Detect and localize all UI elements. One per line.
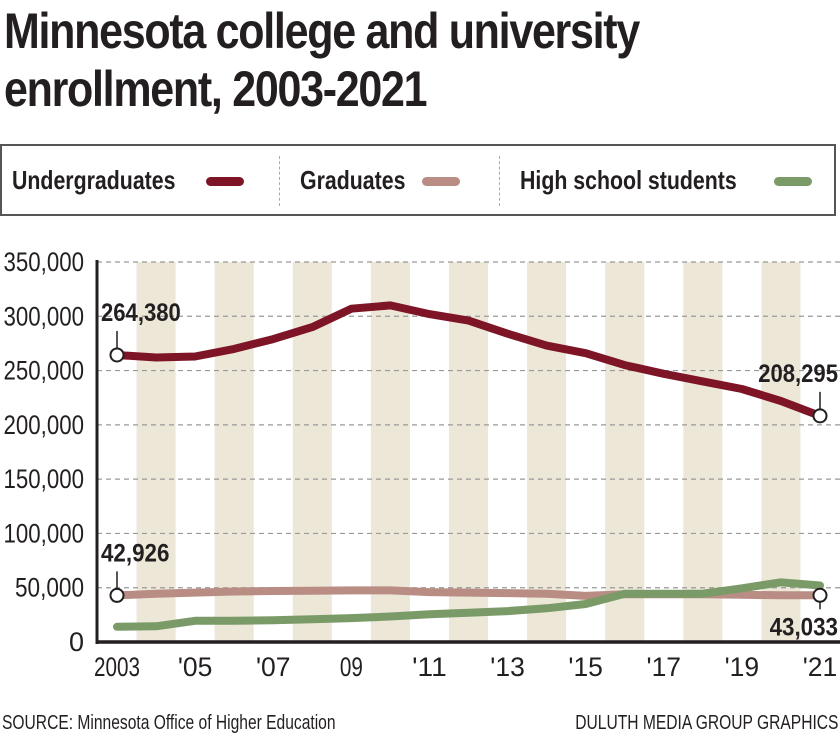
- annotations: 264,380 208,295 42,926 43,033: [101, 299, 838, 641]
- x-tick-label: 09: [340, 652, 363, 682]
- x-tick-label: '07: [256, 652, 291, 682]
- legend-label: Graduates: [300, 164, 406, 195]
- x-tick-label: '11: [412, 652, 447, 682]
- legend-item-high-school: High school students: [520, 146, 784, 214]
- legend-label: High school students: [520, 164, 737, 195]
- annotation-marker: [812, 587, 828, 603]
- year-band: [683, 262, 723, 642]
- series-line-undergraduates: [113, 301, 824, 420]
- annotation-marker: [109, 587, 125, 603]
- year-band: [370, 262, 410, 642]
- x-tick-label: '19: [725, 652, 760, 682]
- legend-item-graduates: Graduates: [300, 146, 429, 214]
- legend-swatch-graduates: [422, 177, 460, 186]
- annotation-marker: [109, 347, 125, 363]
- annotation-label: 43,033: [770, 613, 838, 641]
- source-note: SOURCE: Minnesota Office of Higher Educa…: [2, 712, 336, 734]
- x-tick-label: '17: [647, 652, 682, 682]
- x-tick-label: '15: [568, 652, 603, 682]
- y-tick-label: 350,000: [4, 247, 85, 277]
- x-tick-label: '13: [490, 652, 525, 682]
- y-tick-label: 150,000: [4, 464, 85, 494]
- year-band: [136, 262, 176, 642]
- legend-label: Undergraduates: [12, 164, 176, 195]
- y-tick-label: 0: [69, 627, 84, 657]
- title-line-2: enrollment, 2003-2021: [4, 61, 428, 117]
- y-tick-label: 100,000: [4, 518, 85, 548]
- axes: [95, 260, 840, 644]
- legend-item-undergraduates: Undergraduates: [12, 146, 211, 214]
- credit-note: DULUTH MEDIA GROUP GRAPHICS: [574, 712, 838, 734]
- year-band: [605, 262, 645, 642]
- y-tick-label: 300,000: [4, 301, 85, 331]
- annotation-marker: [812, 408, 828, 424]
- gridlines: [97, 261, 840, 589]
- x-tick-label: 2003: [94, 652, 140, 682]
- year-band: [214, 262, 254, 642]
- legend-divider: [499, 156, 500, 206]
- legend-swatch-undergraduates: [206, 177, 244, 186]
- series-line-high-school-students: [113, 578, 824, 631]
- title-line-1: Minnesota college and university: [4, 3, 640, 59]
- x-tick-label: '05: [178, 652, 213, 682]
- year-band: [527, 262, 567, 642]
- y-tick-label: 250,000: [4, 356, 85, 386]
- chart-title: Minnesota college and university enrollm…: [4, 2, 718, 118]
- y-axis-labels: 0 50,000 100,000 150,000 200,000 250,000 300,0…: [4, 247, 85, 657]
- annotation-label: 264,380: [101, 299, 181, 327]
- legend: Undergraduates Graduates High school stu…: [0, 144, 836, 216]
- legend-divider: [279, 156, 280, 206]
- annotation-label: 208,295: [758, 360, 838, 388]
- y-tick-label: 50,000: [15, 573, 84, 603]
- annotation-label: 42,926: [101, 539, 169, 567]
- x-tick-label: '21: [803, 652, 838, 682]
- series-lines: [113, 301, 824, 631]
- y-tick-label: 200,000: [4, 410, 85, 440]
- legend-swatch-high-school: [774, 177, 812, 186]
- x-axis-labels: 2003 '05 '07 09 '11 '13 '15 '17 '19 '21: [94, 652, 837, 682]
